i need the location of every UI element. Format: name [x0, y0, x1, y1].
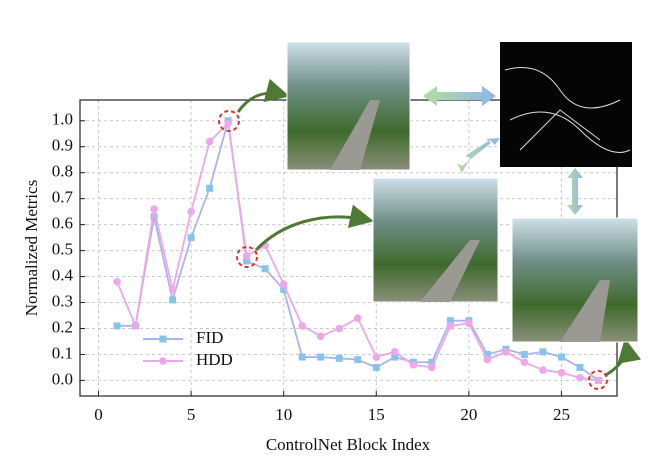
marker: [187, 234, 195, 242]
marker: [557, 368, 566, 377]
x-axis-title: ControlNet Block Index: [266, 435, 431, 454]
marker: [159, 335, 167, 343]
marker: [594, 376, 603, 385]
y-tick-label: 0.8: [52, 162, 73, 181]
marker: [159, 357, 167, 365]
annotations: [218, 78, 642, 390]
marker: [520, 350, 528, 358]
x-tick-label: 10: [275, 405, 292, 424]
marker: [169, 296, 177, 304]
marker: [428, 358, 436, 366]
marker: [520, 358, 529, 367]
marker: [280, 286, 288, 294]
marker: [298, 353, 306, 361]
marker: [390, 348, 399, 356]
x-tick-label: 5: [187, 405, 196, 424]
marker: [150, 205, 158, 213]
marker: [483, 350, 491, 358]
legend-label: HDD: [196, 350, 233, 369]
photos: [286, 41, 639, 343]
y-tick-label: 0.7: [52, 188, 74, 207]
marker: [113, 277, 121, 286]
y-tick-label: 0.5: [52, 240, 73, 259]
marker: [557, 353, 565, 361]
marker: [576, 374, 584, 382]
y-tick-label: 0.3: [52, 291, 73, 310]
legend-label: FID: [196, 328, 223, 347]
marker: [298, 322, 307, 330]
marker: [168, 285, 177, 294]
marker: [483, 355, 492, 364]
marker: [187, 207, 195, 216]
marker: [428, 363, 436, 372]
marker: [465, 319, 473, 328]
marker: [576, 363, 584, 371]
marker: [279, 280, 288, 289]
marker: [316, 332, 325, 341]
y-tick-label: 0.2: [52, 317, 73, 336]
marker: [354, 356, 362, 364]
marker: [502, 348, 510, 356]
marker: [372, 363, 380, 371]
marker: [372, 353, 381, 361]
marker: [446, 317, 454, 325]
marker: [205, 137, 214, 146]
marker: [224, 119, 232, 128]
y-tick-label: 0.4: [52, 265, 74, 284]
marker: [131, 322, 140, 330]
marker: [353, 314, 362, 322]
marker: [317, 353, 325, 361]
marker: [261, 265, 269, 273]
marker: [150, 213, 158, 221]
marker: [335, 324, 344, 333]
marker: [243, 257, 251, 265]
y-tick-label: 0.6: [52, 214, 73, 233]
x-tick-label: 20: [460, 405, 477, 424]
marker: [539, 366, 547, 374]
y-tick-label: 0.0: [52, 369, 73, 388]
x-tick-label: 25: [553, 405, 570, 424]
x-tick-label: 0: [94, 405, 103, 424]
marker: [113, 322, 121, 330]
y-tick-label: 1.0: [52, 110, 73, 129]
marker: [206, 184, 214, 192]
marker: [409, 361, 418, 369]
marker: [539, 348, 547, 356]
y-tick-label: 0.9: [52, 136, 73, 155]
y-tick-label: 0.1: [52, 343, 73, 362]
marker: [242, 251, 251, 260]
marker: [446, 322, 455, 330]
y-axis-title: Normalized Metrics: [22, 180, 41, 316]
marker: [335, 354, 343, 362]
marker: [391, 353, 399, 361]
x-tick-label: 15: [368, 405, 385, 424]
